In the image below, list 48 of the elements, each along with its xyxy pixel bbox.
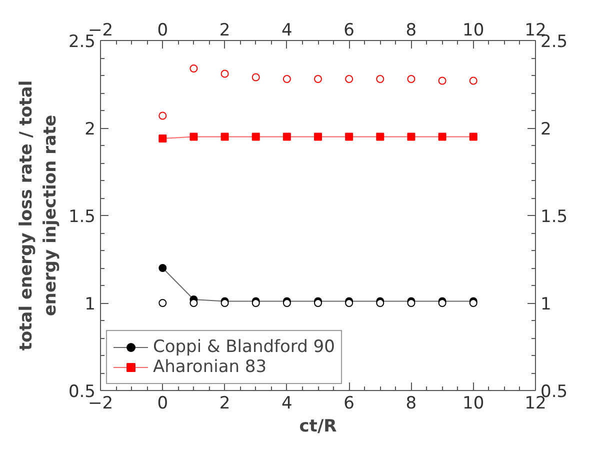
point — [376, 132, 384, 141]
y2-tick-label: 2.5 — [540, 32, 568, 52]
point — [282, 132, 291, 141]
x-tick-label: 0 — [157, 20, 168, 40]
point — [345, 132, 354, 141]
y2-tick-label: 1.5 — [540, 207, 568, 227]
y2-tick-label: 2 — [540, 120, 552, 140]
point — [438, 76, 446, 85]
point — [469, 132, 478, 141]
x2-tick-label: 4 — [282, 394, 292, 414]
point — [345, 75, 354, 83]
point — [220, 70, 229, 78]
x-tick-label: 4 — [282, 20, 292, 40]
x-tick-label: 10 — [462, 20, 484, 40]
x2-tick-label: 2 — [219, 394, 230, 414]
point — [158, 134, 167, 142]
y2-tick-label: 1 — [540, 294, 552, 314]
point — [407, 75, 416, 83]
legend-label: Coppi & Blandford 90 — [153, 337, 335, 357]
x-tick-label: 6 — [344, 20, 354, 40]
point — [252, 73, 260, 82]
y-tick-label: 1 — [84, 294, 96, 314]
point — [438, 132, 446, 141]
x2-tick-label: 6 — [344, 394, 354, 414]
y-axis-title: total energy loss rate / total energy injection rate — [16, 80, 60, 351]
x-tick-label: 8 — [406, 20, 417, 40]
point — [252, 132, 260, 141]
legend-label: Aharonian 83 — [153, 357, 267, 377]
y-tick-label: 1.5 — [68, 207, 96, 227]
x2-tick-label: 10 — [462, 394, 484, 414]
point — [158, 299, 167, 307]
point — [158, 112, 167, 120]
y-tick-label: 2 — [84, 120, 96, 140]
point — [220, 132, 229, 141]
point — [407, 132, 416, 141]
x-axis-title: ct/R — [299, 416, 337, 436]
x2-tick-label: 8 — [406, 394, 417, 414]
x-tick-label: 2 — [219, 20, 230, 40]
point — [314, 132, 322, 141]
point — [469, 76, 478, 85]
x2-tick-label: 0 — [157, 394, 168, 414]
point — [376, 75, 384, 83]
point — [282, 75, 291, 83]
point — [190, 132, 198, 141]
point — [158, 264, 167, 272]
point — [190, 299, 198, 307]
point — [314, 75, 322, 83]
point — [190, 64, 198, 72]
